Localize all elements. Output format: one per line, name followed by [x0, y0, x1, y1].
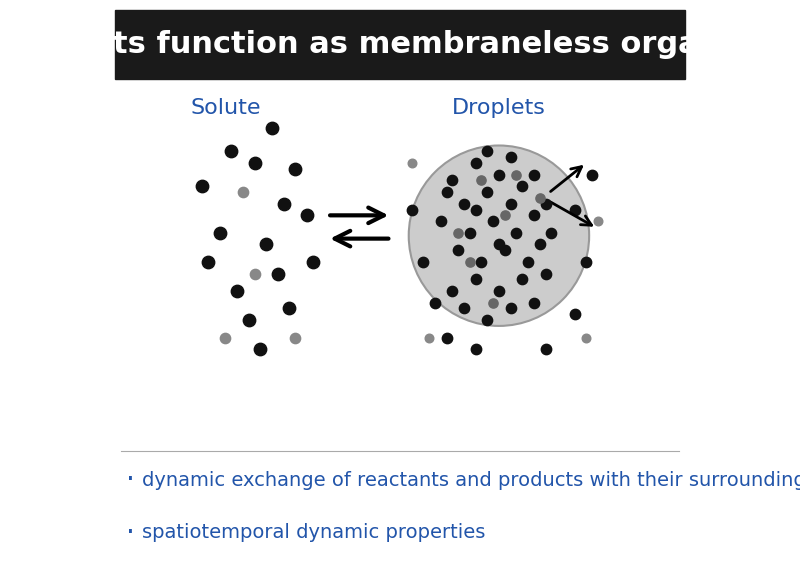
- Point: [510, 228, 523, 237]
- Point: [504, 199, 517, 208]
- Point: [481, 147, 494, 156]
- Point: [289, 164, 302, 173]
- Point: [458, 304, 470, 313]
- Point: [301, 211, 314, 220]
- Point: [406, 205, 418, 214]
- Point: [534, 240, 546, 249]
- Point: [452, 228, 465, 237]
- Point: [498, 246, 511, 255]
- Point: [242, 315, 255, 325]
- Point: [260, 240, 273, 249]
- Point: [493, 170, 506, 179]
- Point: [493, 240, 506, 249]
- FancyBboxPatch shape: [115, 10, 685, 79]
- Point: [591, 217, 604, 226]
- Point: [277, 199, 290, 208]
- Point: [486, 217, 499, 226]
- Text: spatiotemporal dynamic properties: spatiotemporal dynamic properties: [142, 523, 486, 542]
- Point: [580, 257, 593, 267]
- Point: [306, 257, 319, 267]
- Point: [486, 298, 499, 307]
- Point: [196, 182, 209, 191]
- Point: [417, 257, 430, 267]
- Point: [504, 152, 517, 162]
- Point: [422, 333, 435, 342]
- Point: [248, 269, 261, 278]
- Point: [452, 246, 465, 255]
- Point: [522, 257, 534, 267]
- Point: [470, 275, 482, 284]
- Point: [283, 304, 296, 313]
- Point: [510, 170, 523, 179]
- Point: [225, 147, 238, 156]
- Point: [527, 298, 540, 307]
- Point: [429, 298, 442, 307]
- Point: [446, 176, 458, 185]
- Text: ·: ·: [126, 466, 135, 494]
- Point: [271, 269, 284, 278]
- Point: [446, 286, 458, 296]
- Point: [213, 228, 226, 237]
- Text: Droplets: Droplets: [452, 98, 546, 118]
- Point: [463, 228, 476, 237]
- Point: [539, 345, 552, 354]
- Point: [440, 187, 453, 197]
- Point: [498, 211, 511, 220]
- Point: [237, 187, 250, 197]
- Point: [516, 182, 529, 191]
- Point: [493, 286, 506, 296]
- Point: [470, 345, 482, 354]
- Point: [481, 315, 494, 325]
- Point: [527, 170, 540, 179]
- Point: [289, 333, 302, 342]
- Point: [580, 333, 593, 342]
- Point: [534, 193, 546, 203]
- Point: [504, 304, 517, 313]
- Point: [470, 158, 482, 168]
- Point: [230, 286, 243, 296]
- Text: Solute: Solute: [190, 98, 261, 118]
- Point: [406, 158, 418, 168]
- Point: [458, 199, 470, 208]
- Point: [470, 205, 482, 214]
- Text: ·: ·: [126, 519, 135, 546]
- Text: dynamic exchange of reactants and products with their surroundings: dynamic exchange of reactants and produc…: [142, 471, 800, 489]
- Point: [516, 275, 529, 284]
- Point: [481, 187, 494, 197]
- Point: [475, 257, 488, 267]
- Point: [434, 217, 447, 226]
- Point: [545, 228, 558, 237]
- Point: [463, 257, 476, 267]
- Point: [539, 199, 552, 208]
- Point: [254, 345, 266, 354]
- Point: [586, 170, 598, 179]
- Point: [266, 123, 278, 133]
- Point: [539, 269, 552, 278]
- Point: [248, 158, 261, 168]
- Point: [440, 333, 453, 342]
- Circle shape: [409, 146, 589, 326]
- Point: [475, 176, 488, 185]
- Point: [568, 310, 581, 319]
- Point: [568, 205, 581, 214]
- Point: [219, 333, 232, 342]
- Text: Droplets function as membraneless organelles: Droplets function as membraneless organe…: [0, 30, 800, 59]
- Point: [527, 211, 540, 220]
- Point: [202, 257, 214, 267]
